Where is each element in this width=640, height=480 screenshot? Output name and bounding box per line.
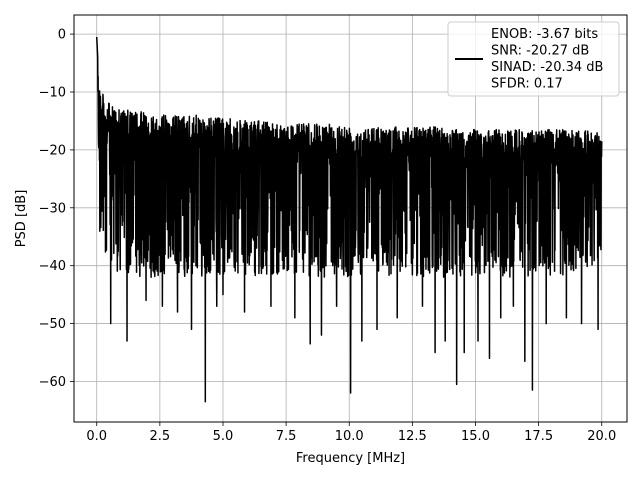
legend-sinad: SINAD: -20.34 dB	[491, 60, 603, 75]
plot-frame	[73, 14, 628, 423]
y-tick-label: −20	[39, 143, 66, 158]
series-layer	[95, 36, 603, 403]
x-tick-label: 12.5	[398, 429, 427, 444]
x-tick-label: 20.0	[587, 429, 616, 444]
axes-ticks: 0.0 2.5 5.0 7.5 10.0 12.5 15.0 17.5 20.0 0 −10 −20 −…	[39, 28, 617, 444]
x-tick-label: 5.0	[213, 429, 234, 444]
x-tick-label: 17.5	[524, 429, 553, 444]
legend-sfdr: SFDR: 0.17	[491, 77, 563, 92]
psd-series-line	[95, 36, 603, 403]
y-tick-label: −10	[39, 86, 66, 101]
x-tick-label: 0.0	[86, 429, 107, 444]
legend-snr: SNR: -20.27 dB	[491, 44, 589, 59]
y-tick-label: 0	[58, 28, 66, 43]
x-axis-label: Frequency [MHz]	[296, 451, 405, 466]
x-tick-label: 10.0	[335, 429, 364, 444]
x-tick-label: 15.0	[461, 429, 490, 444]
y-tick-label: −60	[39, 375, 66, 390]
x-tick-label: 2.5	[150, 429, 171, 444]
legend-enob: ENOB: -3.67 bits	[491, 27, 598, 42]
legend: ENOB: -3.67 bits SNR: -20.27 dB SINAD: -…	[447, 21, 620, 97]
y-tick-label: −50	[39, 317, 66, 332]
y-axis-label: PSD [dB]	[14, 190, 29, 248]
y-tick-label: −30	[39, 201, 66, 216]
x-tick-label: 7.5	[276, 429, 297, 444]
y-tick-label: −40	[39, 259, 66, 274]
legend-box	[447, 21, 620, 97]
